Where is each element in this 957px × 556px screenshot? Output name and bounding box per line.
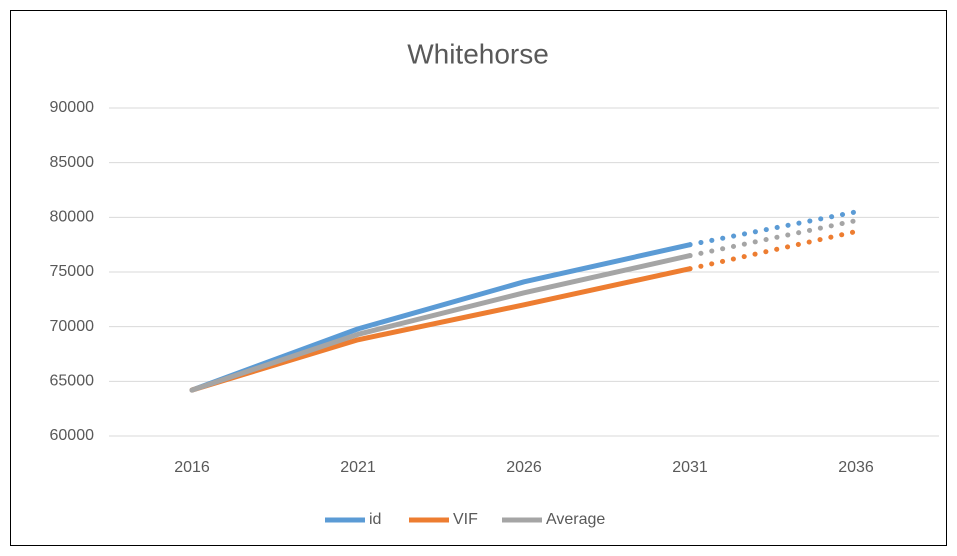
x-tick-label: 2016 [174,459,210,476]
legend-label: VIF [453,511,478,528]
y-tick-label: 70000 [50,318,95,335]
y-tick-label: 75000 [50,263,95,280]
y-tick-label: 80000 [50,209,95,226]
legend-label: id [369,511,381,528]
y-tick-label: 85000 [50,154,95,171]
y-tick-label: 90000 [50,99,95,116]
chart-title: Whitehorse [407,38,549,69]
y-tick-label: 60000 [50,427,95,444]
x-tick-label: 2031 [672,459,708,476]
x-tick-label: 2036 [838,459,874,476]
x-tick-label: 2026 [506,459,542,476]
line [189,242,693,393]
legend-label: Average [546,511,605,528]
x-tick-label: 2021 [340,459,376,476]
line [189,266,693,393]
chart-border [10,10,947,546]
y-tick-label: 65000 [50,373,95,390]
line [189,253,693,393]
